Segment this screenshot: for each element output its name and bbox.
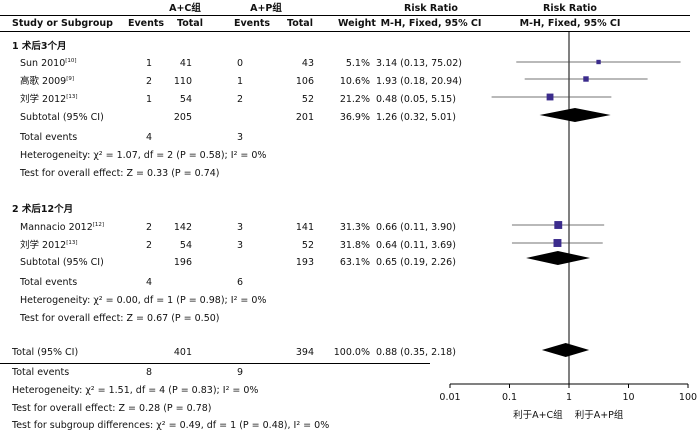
- pooled-diamond: [526, 251, 591, 265]
- plot-title: Risk Ratio: [543, 3, 597, 14]
- study-ci: 0.48 (0.05, 5.15): [376, 94, 456, 105]
- study-events-2: 3: [236, 222, 243, 233]
- study-marker: [554, 221, 563, 229]
- pooled-diamond: [541, 343, 590, 357]
- overall-heterogeneity-text: Heterogeneity: χ² = 1.51, df = 4 (P = 0.…: [12, 385, 259, 396]
- pooled-diamond: [539, 108, 611, 122]
- weight-header: Weight: [338, 18, 376, 29]
- study-name: Mannacio 2012[12]: [20, 222, 105, 233]
- subgroup-differences-text: Test for subgroup differences: χ² = 0.49…: [12, 420, 330, 431]
- study-events-1: 2: [145, 222, 152, 233]
- study-weight: 21.2%: [339, 94, 370, 105]
- study-name: 高歌 2009[9]: [20, 76, 74, 87]
- study-ci: 0.66 (0.11, 3.90): [376, 222, 456, 233]
- subtotal-ci: 0.65 (0.19, 2.26): [376, 257, 456, 268]
- study-events-1: 1: [145, 58, 152, 69]
- total-events-label: Total events: [20, 277, 78, 288]
- study-total-1: 54: [179, 94, 192, 105]
- study-events-1: 2: [145, 240, 152, 251]
- total-n-1: 401: [173, 347, 192, 358]
- total-events-1: 4: [145, 277, 152, 288]
- overall-total-events-1: 8: [145, 367, 152, 378]
- group2-header: A+P组: [250, 3, 282, 14]
- axis-tick-label: 10: [622, 392, 634, 403]
- total-events-1: 4: [145, 132, 152, 143]
- study-name: 刘学 2012[13]: [20, 240, 78, 251]
- study-total-2: 106: [295, 76, 314, 87]
- study-marker: [553, 239, 562, 247]
- overall-effect-total-text: Test for overall effect: Z = 0.28 (P = 0…: [12, 403, 212, 414]
- subtotal-total-2: 201: [295, 112, 314, 123]
- subtotal-total-1: 205: [173, 112, 192, 123]
- events-header-2: Events: [233, 18, 271, 29]
- study-total-1: 54: [179, 240, 192, 251]
- axis-tick-label: 100: [679, 392, 697, 403]
- study-events-2: 1: [236, 76, 243, 87]
- header-bottom-rule: [0, 31, 690, 32]
- study-ci: 3.14 (0.13, 75.02): [376, 58, 462, 69]
- subtotal-label: Subtotal (95% CI): [20, 257, 104, 268]
- study-marker: [583, 76, 589, 82]
- total-header-2: Total: [287, 18, 313, 29]
- subtotal-weight: 36.9%: [339, 112, 370, 123]
- study-marker: [546, 93, 554, 101]
- heterogeneity-text: Heterogeneity: χ² = 1.07, df = 2 (P = 0.…: [20, 150, 267, 161]
- total-events-2: 6: [236, 277, 243, 288]
- total-header-1: Total: [177, 18, 203, 29]
- study-ci: 1.93 (0.18, 20.94): [376, 76, 462, 87]
- subtotal-total-1: 196: [173, 257, 192, 268]
- subgroup-1-title: 1 术后3个月: [12, 41, 67, 52]
- study-total-2: 52: [301, 240, 314, 251]
- total-weight: 100.0%: [333, 347, 370, 358]
- study-marker: [596, 59, 601, 65]
- subtotal-total-2: 193: [295, 257, 314, 268]
- total-n-2: 394: [295, 347, 314, 358]
- subgroup-2-title: 2 术后12个月: [12, 204, 74, 215]
- subtotal-label: Subtotal (95% CI): [20, 112, 104, 123]
- header-top-rule: [0, 15, 690, 16]
- study-total-1: 41: [179, 58, 192, 69]
- study-total-2: 43: [301, 58, 314, 69]
- group1-header: A+C组: [169, 3, 201, 14]
- overall-total-events-label: Total events: [12, 367, 70, 378]
- study-column-header: Study or Subgroup: [12, 18, 113, 29]
- study-name: Sun 2010[10]: [20, 58, 77, 69]
- study-total-1: 110: [173, 76, 192, 87]
- study-total-1: 142: [173, 222, 192, 233]
- axis-tick-label: 0.01: [439, 392, 460, 403]
- total-events-label: Total events: [20, 132, 78, 143]
- study-total-2: 141: [295, 222, 314, 233]
- total-label: Total (95% CI): [12, 347, 79, 358]
- study-events-2: 0: [236, 58, 243, 69]
- risk-ratio-header: Risk Ratio: [404, 3, 458, 14]
- totals-rule: [0, 363, 430, 364]
- study-weight: 5.1%: [345, 58, 370, 69]
- study-events-1: 2: [145, 76, 152, 87]
- overall-effect-text: Test for overall effect: Z = 0.67 (P = 0…: [20, 313, 220, 324]
- study-total-2: 52: [301, 94, 314, 105]
- subtotal-weight: 63.1%: [339, 257, 370, 268]
- plot-method: M-H, Fixed, 95% CI: [519, 18, 621, 29]
- favours-right-label: 利于A+P组: [575, 409, 624, 421]
- total-ci: 0.88 (0.35, 2.18): [376, 347, 456, 358]
- axis-tick-label: 1: [566, 392, 572, 403]
- risk-ratio-method-header: M-H, Fixed, 95% CI: [380, 18, 482, 29]
- study-events-2: 3: [236, 240, 243, 251]
- heterogeneity-text: Heterogeneity: χ² = 0.00, df = 1 (P = 0.…: [20, 295, 267, 306]
- favours-left-label: 利于A+C组: [513, 409, 563, 421]
- study-name: 刘学 2012[13]: [20, 94, 78, 105]
- events-header-1: Events: [127, 18, 165, 29]
- study-events-2: 2: [236, 94, 243, 105]
- subtotal-ci: 1.26 (0.32, 5.01): [376, 112, 456, 123]
- study-ci: 0.64 (0.11, 3.69): [376, 240, 456, 251]
- study-weight: 10.6%: [339, 76, 370, 87]
- total-events-2: 3: [236, 132, 243, 143]
- study-weight: 31.3%: [339, 222, 370, 233]
- axis-tick-label: 0.1: [502, 392, 517, 403]
- overall-total-events-2: 9: [236, 367, 243, 378]
- study-events-1: 1: [145, 94, 152, 105]
- overall-effect-text: Test for overall effect: Z = 0.33 (P = 0…: [20, 168, 220, 179]
- study-weight: 31.8%: [339, 240, 370, 251]
